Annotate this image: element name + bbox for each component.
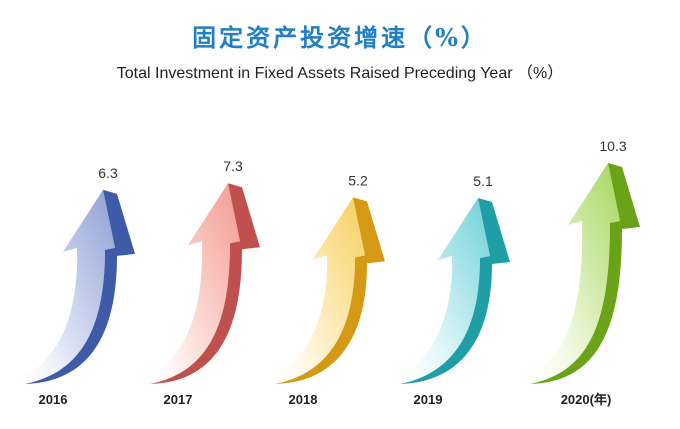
category-label-2017: 2017 xyxy=(164,392,193,407)
value-label-2019: 5.1 xyxy=(473,173,493,189)
value-label-2017: 7.3 xyxy=(223,158,243,174)
arrow-side-2020 xyxy=(530,163,640,384)
arrow-side-2018 xyxy=(275,197,385,384)
arrow-front-2019 xyxy=(390,198,490,384)
arrow-side-2016 xyxy=(25,189,135,384)
category-label-2016: 2016 xyxy=(39,392,68,407)
category-label-2018: 2018 xyxy=(289,392,318,407)
chart-title: 固定资产投资增速（%） xyxy=(192,23,488,52)
value-label-2020: 10.3 xyxy=(599,138,626,154)
arrow-front-2020 xyxy=(520,163,620,384)
arrow-front-2016 xyxy=(15,189,115,384)
chart-subtitle: Total Investment in Fixed Assets Raised … xyxy=(116,65,564,82)
category-label-2019: 2019 xyxy=(414,392,443,407)
arrow-front-2017 xyxy=(140,183,240,384)
value-label-2018: 5.2 xyxy=(348,172,368,188)
arrow-front-2018 xyxy=(265,197,365,384)
category-label-2020: 2020(年) xyxy=(561,392,612,407)
value-label-2016: 6.3 xyxy=(98,165,118,181)
arrow-side-2017 xyxy=(150,183,260,384)
arrow-side-2019 xyxy=(400,198,510,384)
